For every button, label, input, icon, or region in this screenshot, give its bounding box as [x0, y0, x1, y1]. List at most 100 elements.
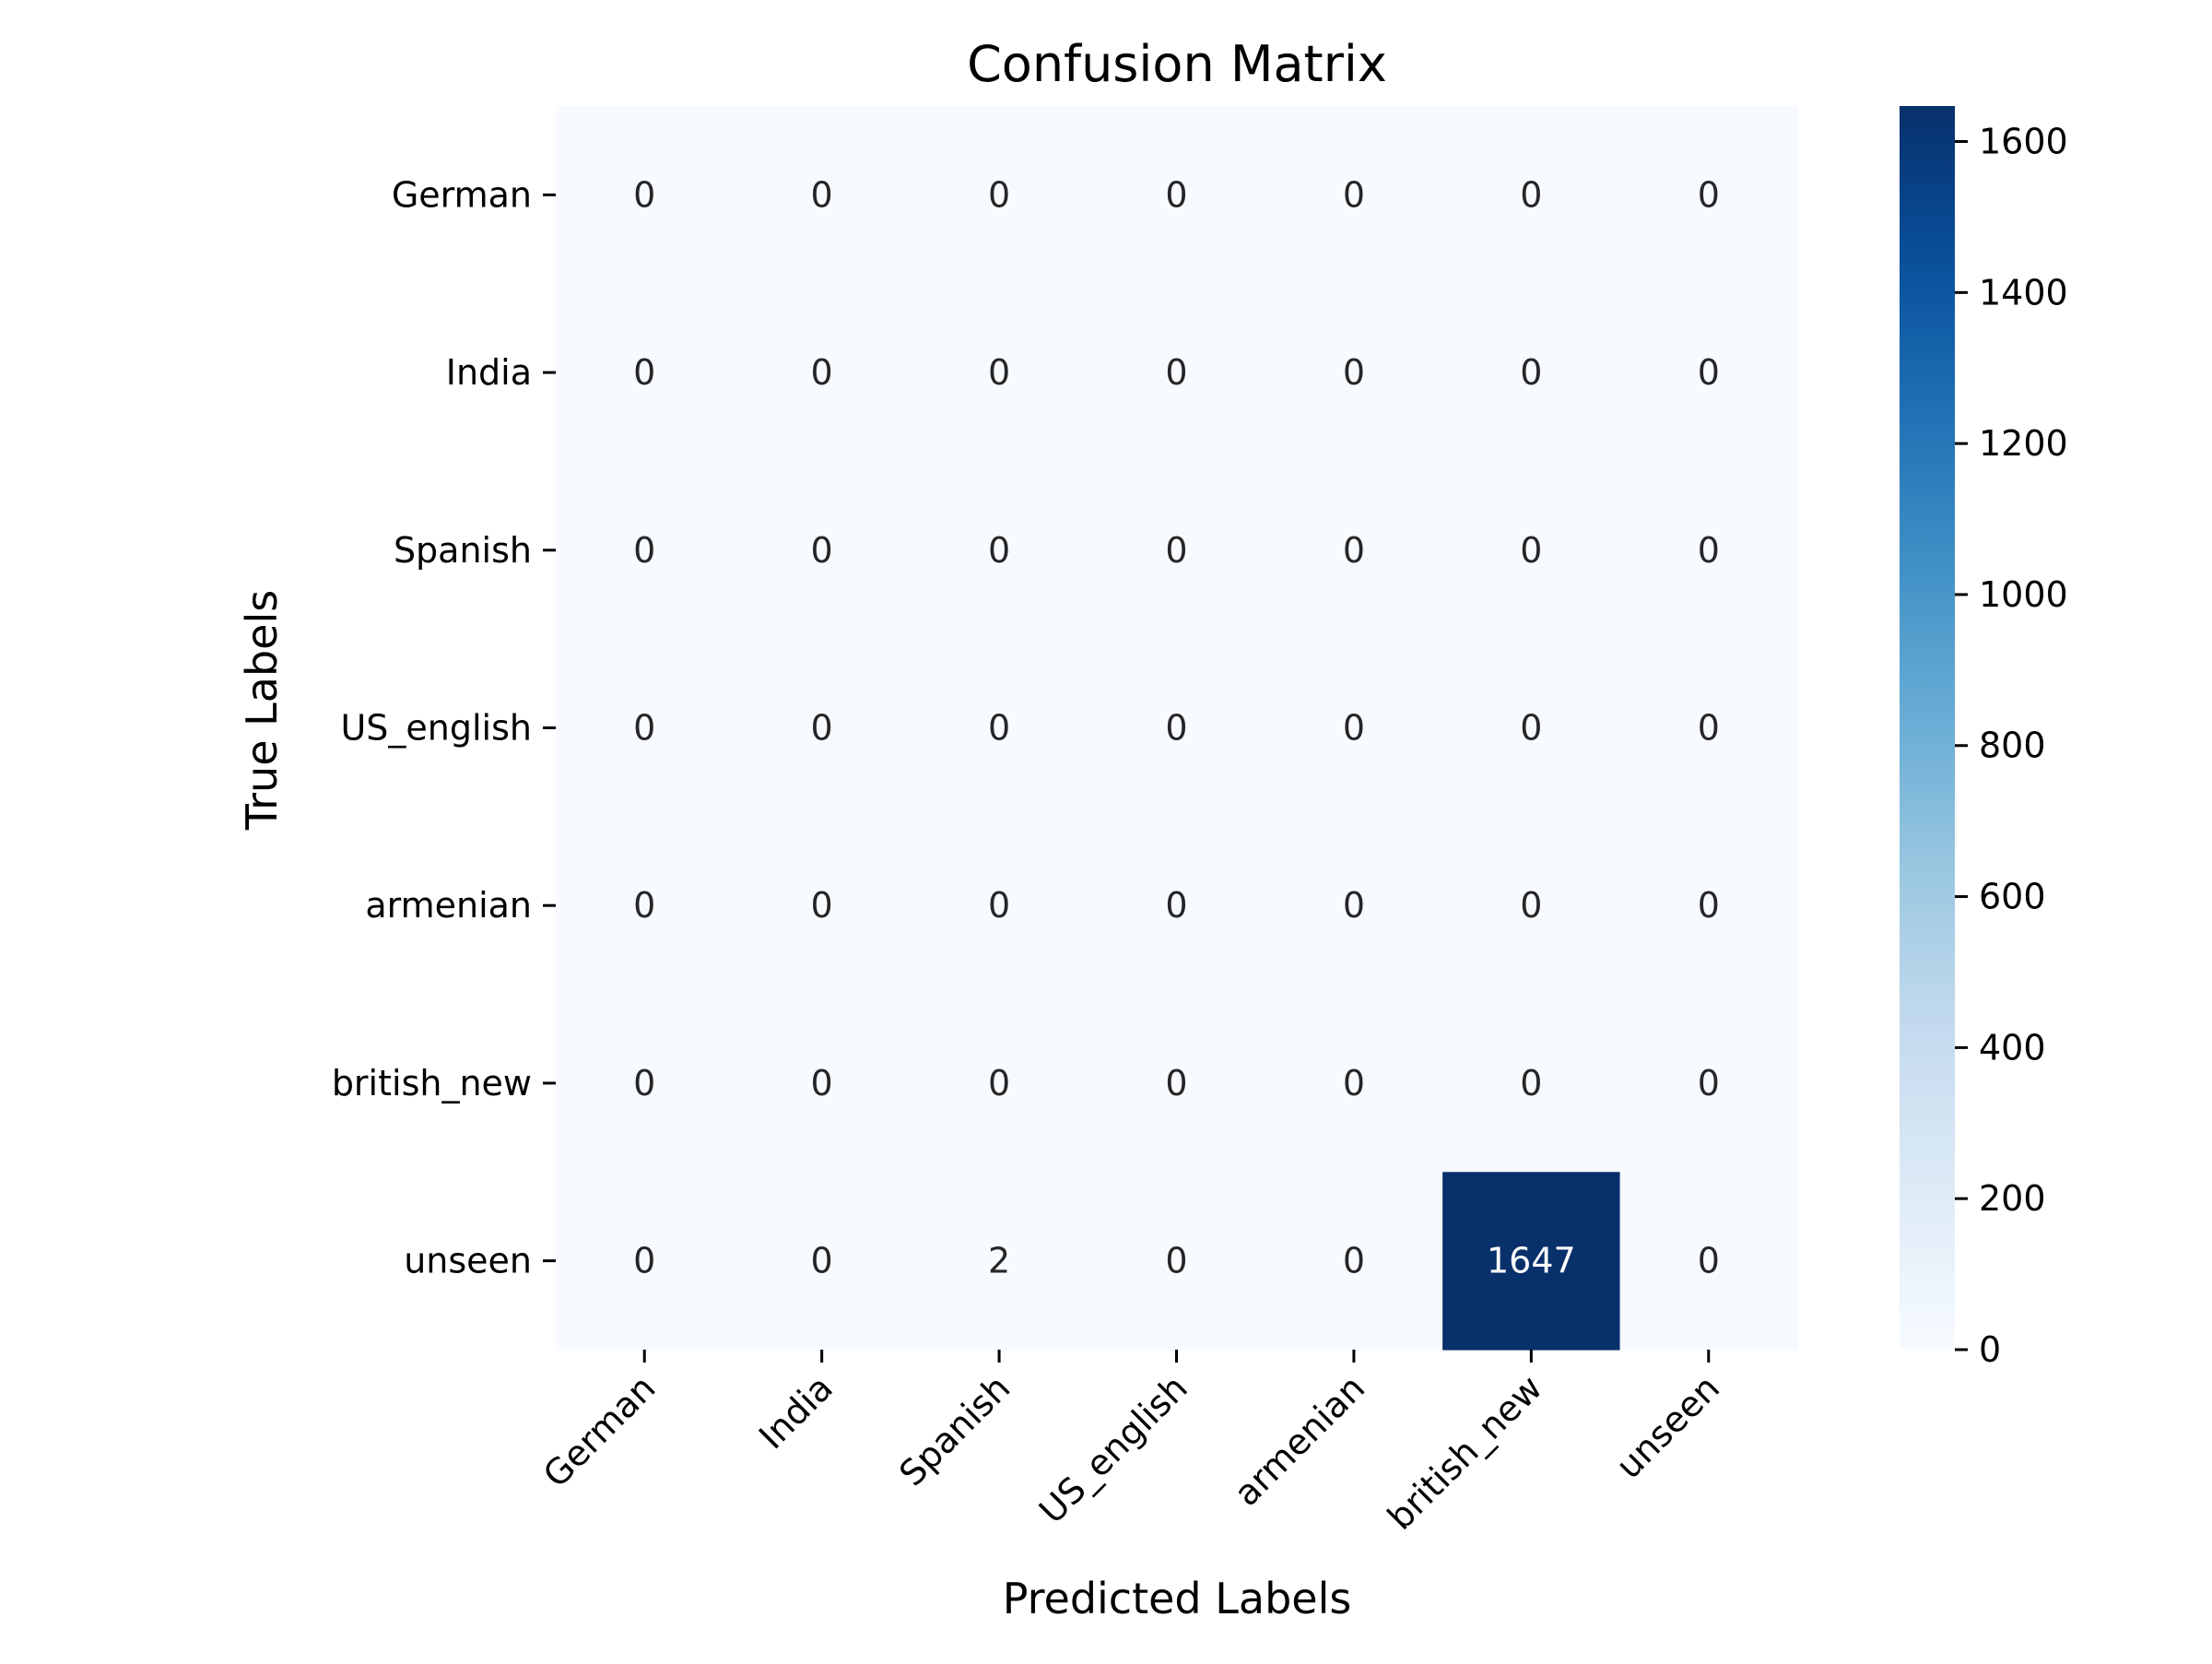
- cell-value-label: 0: [988, 352, 1010, 393]
- y-tick-label: US_english: [340, 708, 532, 749]
- heatmap-cell: [1088, 461, 1266, 640]
- cell-value-label: 0: [1165, 174, 1187, 215]
- y-tick-label: German: [392, 174, 532, 215]
- cell-value-label: 0: [1520, 174, 1542, 215]
- cell-value-label: 0: [633, 708, 655, 749]
- cell-value-label: 0: [1343, 174, 1365, 215]
- cell-value-label: 0: [1343, 530, 1365, 571]
- heatmap-cell: [1088, 106, 1266, 285]
- cell-value-label: 0: [1343, 885, 1365, 926]
- heatmap-cell: [1088, 994, 1266, 1173]
- cell-value-label: 2: [988, 1241, 1010, 1281]
- cell-value-label: 0: [1698, 1241, 1720, 1281]
- heatmap-cell: [1088, 283, 1266, 463]
- cell-value-label: 0: [1520, 530, 1542, 571]
- x-tick-label: Spanish: [891, 1367, 1018, 1493]
- x-tick-label: India: [751, 1367, 841, 1457]
- y-tick-label: british_new: [332, 1063, 532, 1103]
- heatmap-cell: [1619, 816, 1798, 996]
- cell-value-label: 0: [633, 885, 655, 926]
- cell-value-label: 0: [988, 530, 1010, 571]
- cell-value-label: 0: [1520, 885, 1542, 926]
- x-axis-ticks: German India Spanish US_english armenian brit…: [535, 1350, 1727, 1538]
- heatmap-cell: [1442, 461, 1621, 640]
- heatmap-cell: [1265, 461, 1443, 640]
- cell-value-label: 0: [1343, 1241, 1365, 1281]
- cell-value-label: 0: [1165, 1241, 1187, 1281]
- heatmap-cell: [556, 994, 735, 1173]
- heatmap-cell: [1265, 1172, 1443, 1351]
- x-tick-label: German: [535, 1367, 664, 1495]
- heatmap-cell: [1619, 283, 1798, 463]
- cell-value-label: 0: [1343, 1063, 1365, 1103]
- cell-value-label: 0: [988, 885, 1010, 926]
- cell-value-label: 0: [1343, 352, 1365, 393]
- heatmap-cell: [1442, 816, 1621, 996]
- heatmap-cell: [733, 816, 912, 996]
- heatmap-cell: [733, 106, 912, 285]
- cell-value-label: 0: [1698, 885, 1720, 926]
- cell-value-label: 0: [1165, 1063, 1187, 1103]
- cell-value-label: 0: [811, 174, 833, 215]
- chart-title: Confusion Matrix: [967, 35, 1387, 93]
- cell-value-label: 0: [1698, 174, 1720, 215]
- y-tick-label: Spanish: [394, 530, 532, 571]
- heatmap-cell: [556, 461, 735, 640]
- heatmap-cell: [1442, 106, 1621, 285]
- heatmap-cell: [1265, 994, 1443, 1173]
- colorbar-tick-label: 400: [1979, 1027, 2046, 1068]
- heatmap-cell: [1088, 1172, 1266, 1351]
- cell-value-label: 0: [988, 174, 1010, 215]
- cell-value-label: 0: [1343, 708, 1365, 749]
- cell-value-label: 0: [988, 1063, 1010, 1103]
- cell-value-label: 0: [633, 530, 655, 571]
- heatmap-cell: [1619, 1172, 1798, 1351]
- cell-value-label: 0: [988, 708, 1010, 749]
- heatmap-cell: [1619, 106, 1798, 285]
- cell-value-label: 1647: [1487, 1241, 1576, 1281]
- cell-value-label: 0: [1165, 352, 1187, 393]
- heatmap-cell: [1442, 283, 1621, 463]
- cell-value-label: 0: [1165, 885, 1187, 926]
- heatmap-cell: [733, 461, 912, 640]
- heatmap-cell: [1619, 461, 1798, 640]
- colorbar-tick-label: 0: [1979, 1329, 2001, 1370]
- heatmap-cell: [1265, 283, 1443, 463]
- heatmap-cell: [1088, 816, 1266, 996]
- heatmap-cell: [910, 106, 1088, 285]
- heatmap-cell: [733, 283, 912, 463]
- heatmap-cell: [556, 1172, 735, 1351]
- cell-value-label: 0: [1698, 530, 1720, 571]
- heatmap-cell: [556, 283, 735, 463]
- y-tick-label: armenian: [365, 885, 532, 926]
- heatmap-cells: [556, 106, 1798, 1351]
- colorbar-tick-label: 1000: [1979, 574, 2068, 615]
- cell-value-label: 0: [811, 885, 833, 926]
- x-tick-label: US_english: [1031, 1367, 1195, 1531]
- cell-value-label: 0: [633, 1241, 655, 1281]
- cell-value-label: 0: [1520, 352, 1542, 393]
- heatmap-cell: [733, 994, 912, 1173]
- heatmap-cell: [1088, 639, 1266, 818]
- y-axis-label: True Labels: [237, 590, 287, 831]
- heatmap-cell: [1619, 639, 1798, 818]
- cell-value-label: 0: [1698, 708, 1720, 749]
- x-axis-label: Predicted Labels: [1003, 1574, 1352, 1623]
- heatmap-cell: [1442, 1172, 1621, 1351]
- x-tick-label: armenian: [1226, 1367, 1372, 1514]
- y-axis-ticks: German India Spanish US_english armenian brit…: [332, 174, 556, 1281]
- heatmap-cell: [733, 1172, 912, 1351]
- heatmap-cell: [1442, 994, 1621, 1173]
- cell-value-label: 0: [811, 530, 833, 571]
- cell-value-label: 0: [1520, 1063, 1542, 1103]
- heatmap-cell: [1619, 994, 1798, 1173]
- x-tick-label: unseen: [1608, 1367, 1727, 1486]
- cell-value-label: 0: [633, 1063, 655, 1103]
- colorbar-tick-label: 1200: [1979, 423, 2068, 464]
- cell-value-label: 0: [811, 1063, 833, 1103]
- heatmap-cell: [910, 994, 1088, 1173]
- heatmap-cell: [556, 639, 735, 818]
- heatmap-cell: [910, 283, 1088, 463]
- heatmap-cell: [1442, 639, 1621, 818]
